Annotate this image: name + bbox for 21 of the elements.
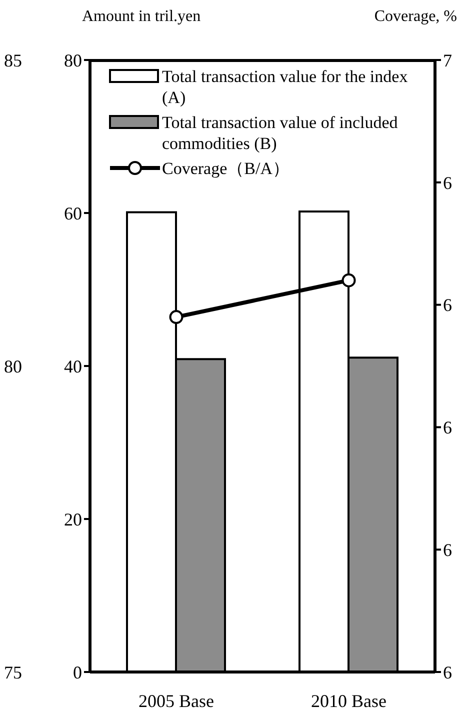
text: 6	[443, 662, 452, 682]
text: 6	[443, 172, 452, 193]
y-axis-title: Amount in tril.yen	[82, 8, 201, 26]
y-tick-label: 40	[64, 356, 82, 376]
y-tick-label: 20	[64, 509, 82, 530]
legend-label: Total transaction value for the index (A)	[162, 66, 409, 108]
text: 6	[443, 295, 452, 316]
text: 6	[443, 540, 452, 560]
y2-tick-label: 85	[4, 50, 22, 70]
text: 7	[443, 50, 452, 70]
x-tick-label: 2010 Base	[311, 690, 386, 711]
x-tick-label: 2005 Base	[138, 690, 214, 711]
y-tick-label: 60	[64, 203, 82, 224]
y-tick-label: 80	[64, 50, 82, 70]
legend-label: Total transaction value of included commodities (B)	[162, 112, 399, 154]
text: 6	[443, 418, 452, 438]
y2-tick-label: 80	[4, 356, 22, 376]
y2-tick-label: 75	[4, 662, 22, 682]
legend-label: Coverage（B/A）	[162, 158, 290, 179]
y-tick-label: 0	[73, 662, 82, 682]
text: Coverage, %	[374, 8, 457, 26]
